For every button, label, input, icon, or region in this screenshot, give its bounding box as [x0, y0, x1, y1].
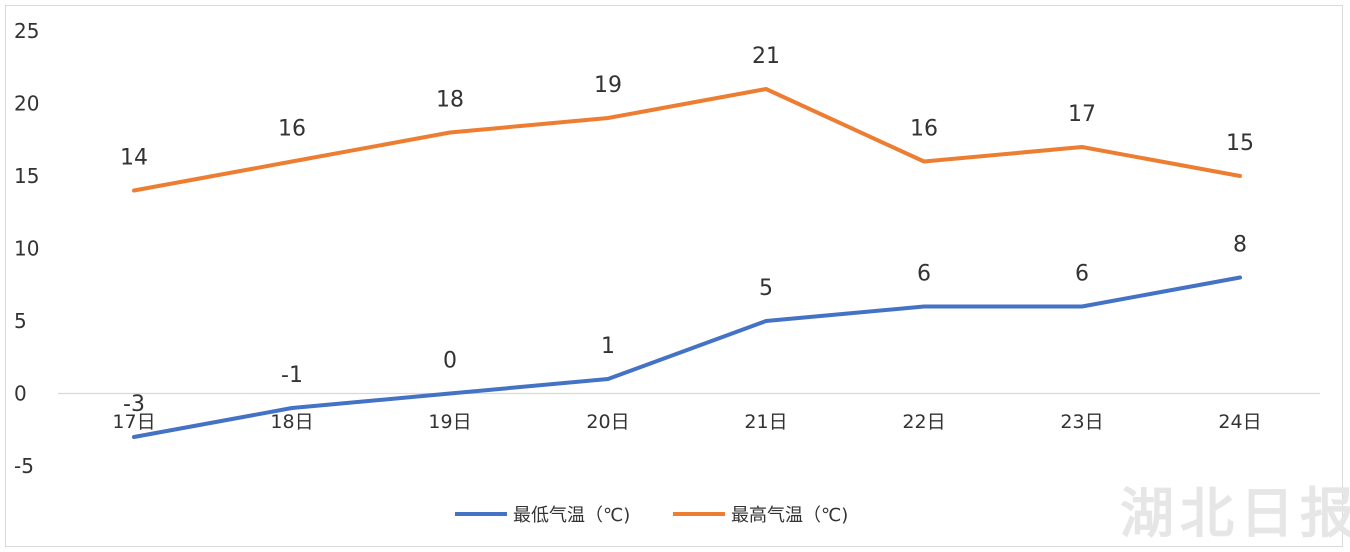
x-tick-label: 20日: [586, 411, 629, 433]
data-label: 16: [278, 117, 306, 142]
y-tick-label: 20: [14, 92, 39, 116]
data-label: 5: [759, 276, 773, 301]
data-label: 18: [436, 88, 464, 113]
x-tick-label: 22日: [902, 411, 945, 433]
y-tick-label: 0: [14, 382, 27, 406]
data-label: 15: [1226, 131, 1254, 156]
data-label: 17: [1068, 102, 1096, 127]
y-tick-label: -5: [14, 454, 34, 478]
y-tick-label: 25: [14, 19, 39, 43]
data-label: 16: [910, 117, 938, 142]
y-tick-label: 15: [14, 164, 39, 188]
data-label: 1: [601, 334, 615, 359]
y-tick-label: 10: [14, 237, 39, 261]
watermark-text: 湖北日报: [1120, 481, 1350, 545]
data-label: 8: [1233, 233, 1247, 258]
x-tick-label: 17日: [112, 411, 155, 433]
x-tick-label: 19日: [428, 411, 471, 433]
x-tick-label: 21日: [744, 411, 787, 433]
data-label: 14: [120, 146, 148, 171]
x-tick-label: 24日: [1218, 411, 1261, 433]
legend-label: 最高气温（℃): [731, 505, 848, 526]
data-label: 6: [1075, 262, 1089, 287]
legend-label: 最低气温（℃): [513, 505, 630, 526]
x-tick-label: 18日: [270, 411, 313, 433]
data-label: 21: [752, 44, 780, 69]
y-tick-label: 5: [14, 309, 27, 333]
series-line-1: [132, 275, 1242, 439]
x-tick-label: 23日: [1060, 411, 1103, 433]
data-label: 0: [443, 349, 457, 374]
data-label: -3: [123, 392, 145, 417]
data-label: 19: [594, 73, 622, 98]
data-label: 6: [917, 262, 931, 287]
series-line-2: [132, 87, 1242, 193]
data-label: -1: [281, 363, 303, 388]
chart-area: [5, 5, 1343, 547]
